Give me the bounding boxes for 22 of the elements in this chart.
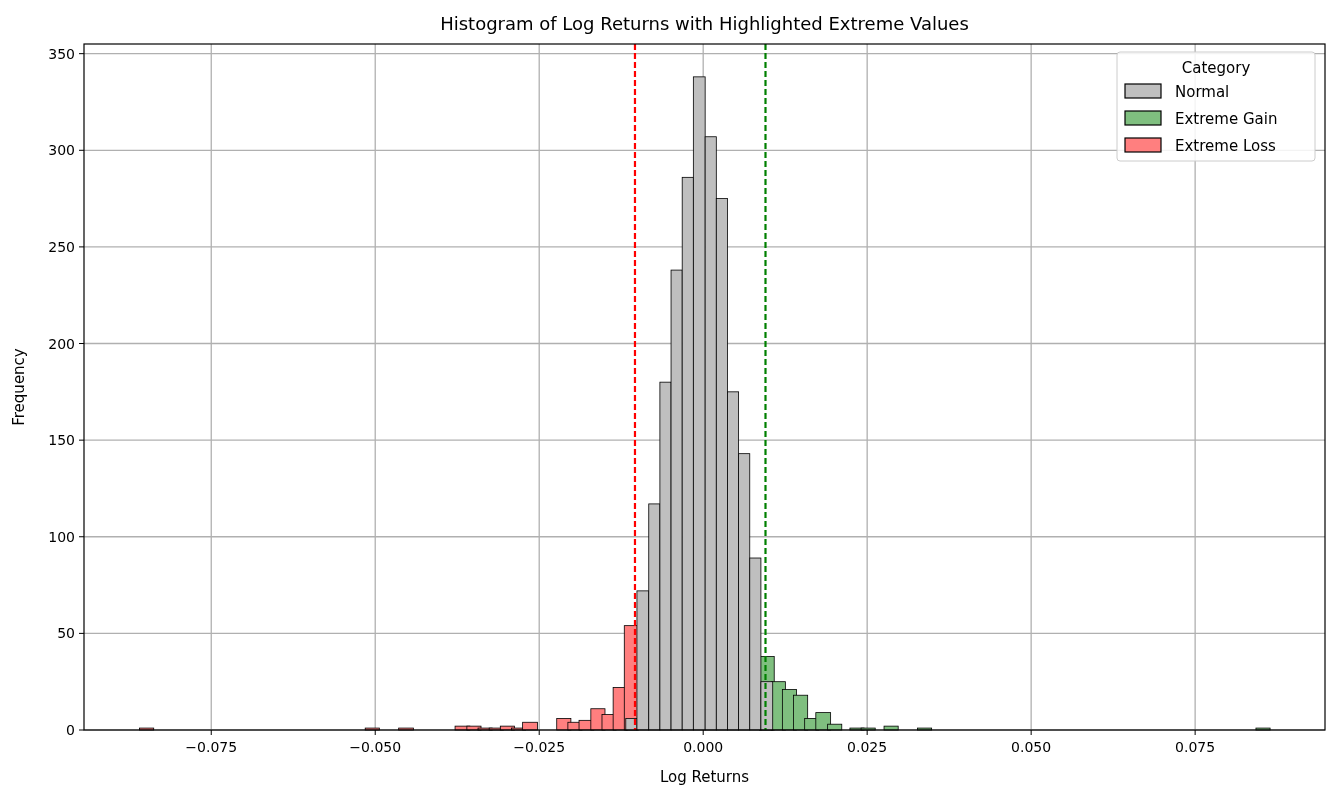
legend-title: Category [1181,59,1251,77]
y-tick-label: 250 [48,238,75,255]
y-tick-label: 300 [48,142,75,159]
legend-label: Normal [1175,83,1230,101]
x-tick-label: 0.000 [683,739,724,755]
y-tick-label: 200 [48,335,75,352]
legend-label: Extreme Gain [1175,110,1278,128]
y-axis-title: Frequency [10,348,28,426]
y-tick-label: 50 [57,625,75,642]
x-tick-label: −0.025 [513,739,566,755]
x-tick-label: 0.075 [1175,739,1216,755]
x-tick-label: −0.050 [349,739,402,755]
x-tick-label: 0.025 [847,739,888,755]
y-tick-label: 350 [48,45,75,62]
y-tick-label: 150 [48,432,75,449]
chart-title: Histogram of Log Returns with Highlighted Extreme Values [440,13,969,34]
legend-label: Extreme Loss [1175,137,1276,155]
x-axis-title: Log Returns [659,768,750,786]
x-tick-label: −0.075 [185,739,238,755]
x-tick-label: 0.050 [1011,739,1052,755]
y-tick-label: 100 [48,528,75,545]
y-tick-label: 0 [66,722,75,738]
